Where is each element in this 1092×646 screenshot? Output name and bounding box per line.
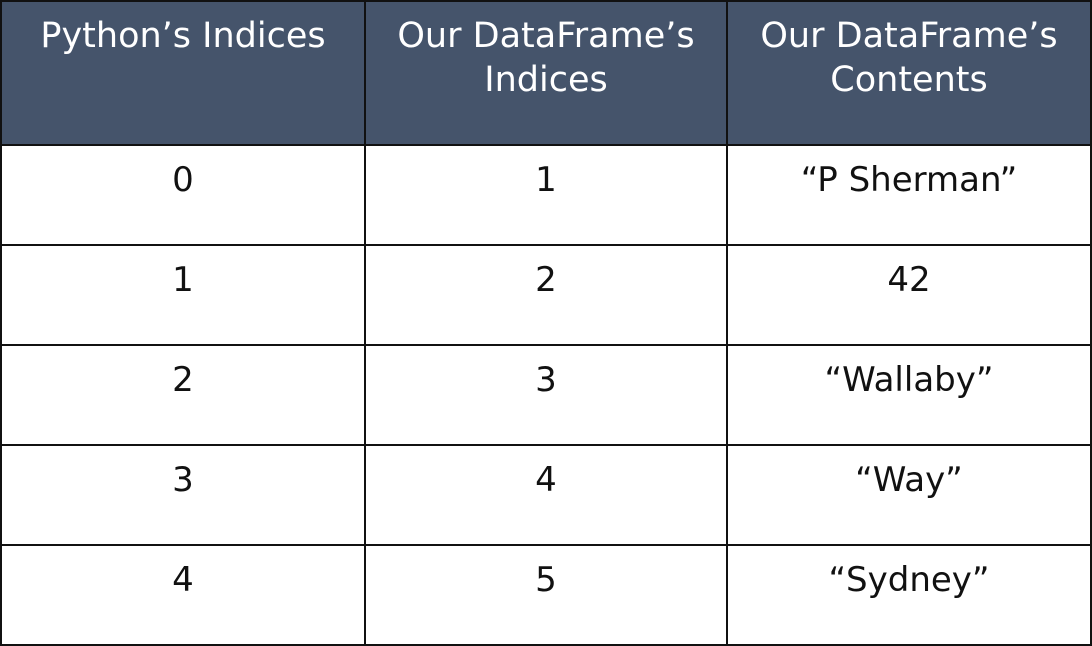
header-dataframe-indices: Our DataFrame’s Indices	[364, 0, 728, 146]
python-index-cell: 1	[0, 244, 366, 346]
dataframe-content-cell: 42	[726, 244, 1092, 346]
header-python-indices: Python’s Indices	[0, 0, 366, 146]
dataframe-content-cell: “Way”	[726, 444, 1092, 546]
dataframe-index-cell: 3	[364, 344, 728, 446]
table-row: 1 2 42	[0, 244, 1092, 346]
table-header: Python’s Indices Our DataFrame’s Indices…	[0, 0, 1092, 146]
dataframe-index-cell: 4	[364, 444, 728, 546]
table-row: 4 5 “Sydney”	[0, 544, 1092, 646]
dataframe-index-cell: 2	[364, 244, 728, 346]
table-row: 3 4 “Way”	[0, 444, 1092, 546]
python-index-cell: 3	[0, 444, 366, 546]
dataframe-content-cell: “P Sherman”	[726, 144, 1092, 246]
table-row: 0 1 “P Sherman”	[0, 144, 1092, 246]
dataframe-content-cell: “Sydney”	[726, 544, 1092, 646]
dataframe-content-cell: “Wallaby”	[726, 344, 1092, 446]
header-dataframe-contents: Our DataFrame’s Contents	[726, 0, 1092, 146]
python-index-cell: 2	[0, 344, 366, 446]
table-row: 2 3 “Wallaby”	[0, 344, 1092, 446]
dataframe-index-cell: 5	[364, 544, 728, 646]
python-index-cell: 0	[0, 144, 366, 246]
table-body: 0 1 “P Sherman” 1 2 42 2 3 “Wallaby” 3 4…	[0, 144, 1092, 646]
dataframe-index-cell: 1	[364, 144, 728, 246]
header-row: Python’s Indices Our DataFrame’s Indices…	[0, 0, 1092, 146]
python-index-cell: 4	[0, 544, 366, 646]
